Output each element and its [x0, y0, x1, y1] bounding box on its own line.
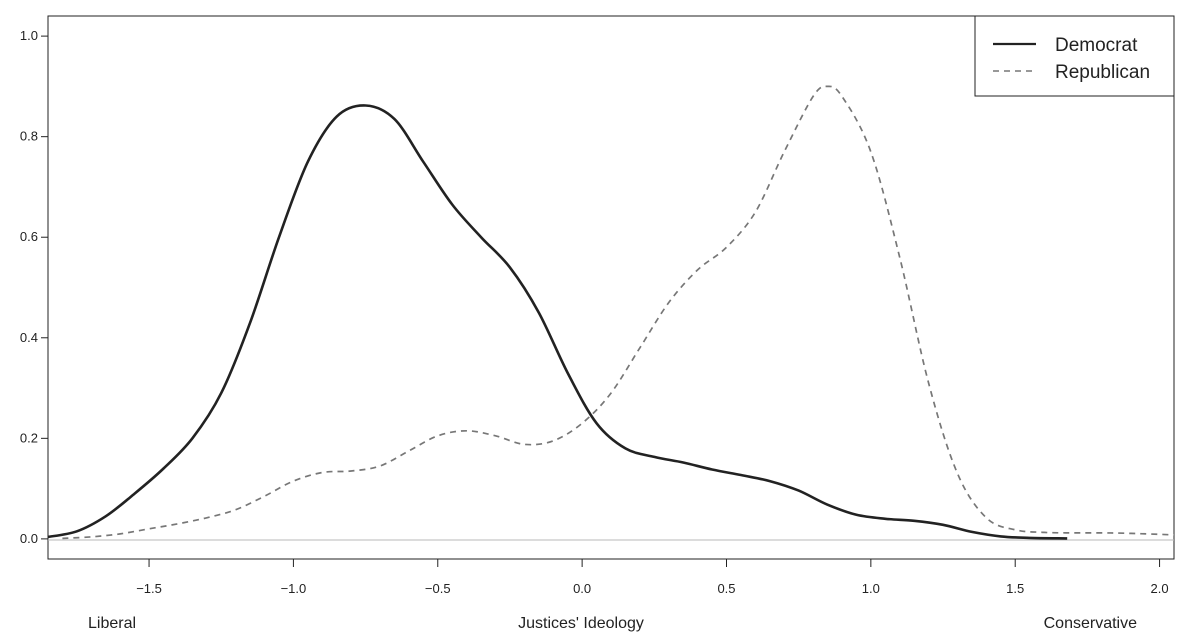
legend-label-democrat: Democrat — [1055, 35, 1138, 56]
legend-box — [974, 15, 1175, 97]
series-line-democrat — [47, 104, 1068, 540]
x-tick-label: 1.0 — [862, 581, 880, 596]
y-tick-label: 0.6 — [20, 229, 38, 244]
x-tick-label: 0.0 — [573, 581, 591, 596]
legend: Democrat Republican — [974, 15, 1175, 97]
legend-label-republican: Republican — [1055, 62, 1150, 83]
y-tick-label: 0.2 — [20, 430, 38, 445]
y-axis: 0.0 0.2 0.4 0.6 0.8 1.0 — [20, 28, 48, 546]
x-label-liberal: Liberal — [88, 615, 136, 632]
x-axis: −1.5 −1.0 −0.5 0.0 0.5 1.0 1.5 2.0 — [136, 559, 1169, 596]
x-tick-label: −0.5 — [425, 581, 451, 596]
series-line-republican — [62, 85, 1175, 540]
y-tick-label: 0.8 — [20, 129, 38, 144]
y-tick-label: 1.0 — [20, 28, 38, 43]
x-tick-label: −1.0 — [281, 581, 307, 596]
y-tick-label: 0.4 — [20, 330, 38, 345]
x-tick-label: −1.5 — [136, 581, 162, 596]
plot-frame — [47, 15, 1175, 560]
x-axis-title: Justices' Ideology — [518, 615, 644, 632]
x-label-conservative: Conservative — [1044, 615, 1137, 632]
y-tick-label: 0.0 — [20, 531, 38, 546]
x-tick-label: 0.5 — [717, 581, 735, 596]
x-tick-label: 2.0 — [1151, 581, 1169, 596]
series-layer — [47, 85, 1175, 540]
x-tick-label: 1.5 — [1006, 581, 1024, 596]
